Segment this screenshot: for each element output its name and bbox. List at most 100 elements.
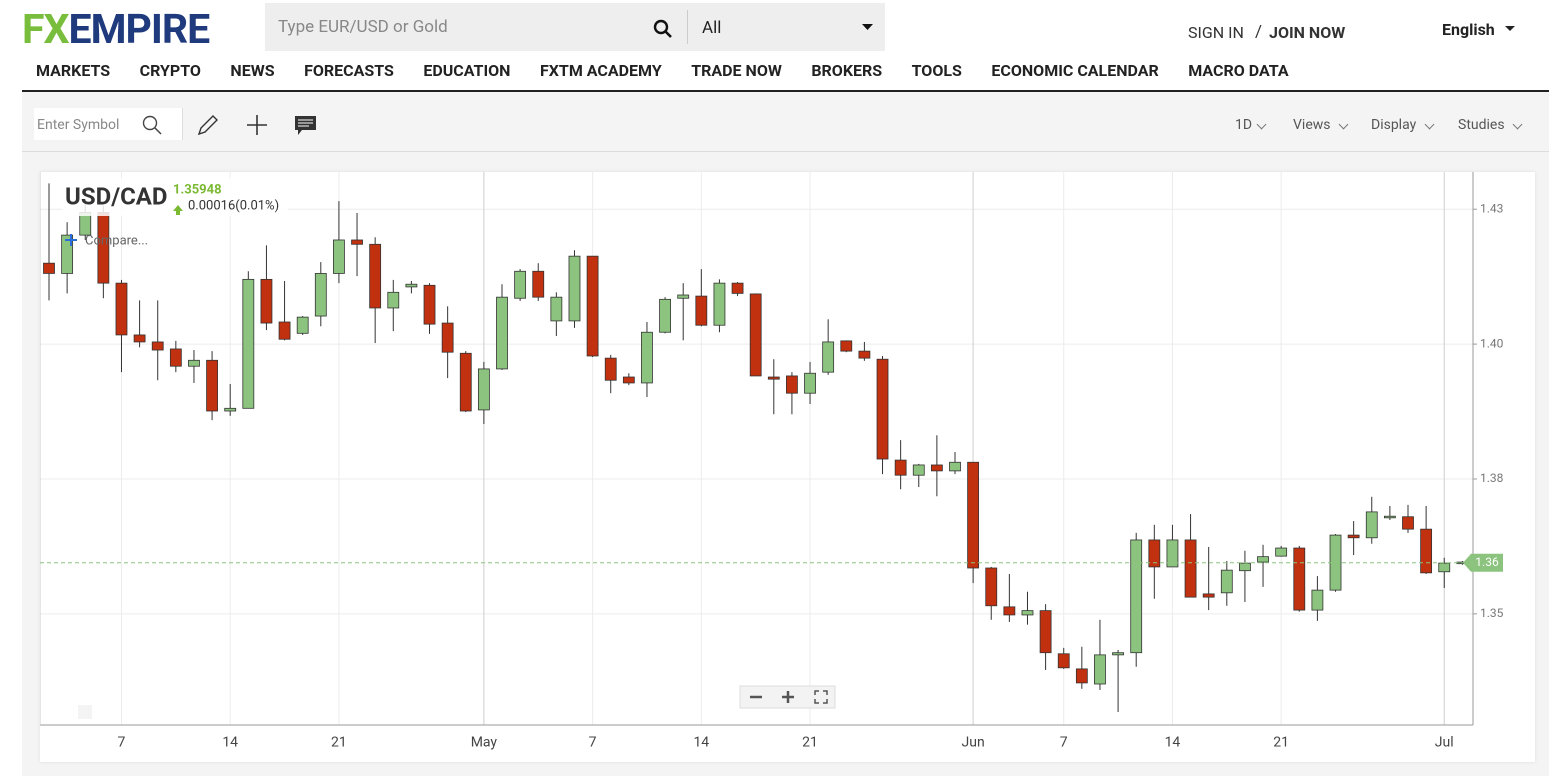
sign-in[interactable]: SIGN IN bbox=[1188, 23, 1244, 42]
y-tick-label: 1.43 bbox=[1480, 201, 1503, 215]
candle-body bbox=[1112, 652, 1124, 656]
divider bbox=[182, 108, 183, 140]
candle-body bbox=[278, 321, 291, 340]
logo-fx: FX bbox=[22, 6, 70, 54]
candle-body bbox=[188, 359, 200, 367]
nav-item[interactable]: FORECASTS bbox=[304, 61, 394, 80]
chart-title: USD/CAD bbox=[65, 182, 168, 210]
candle-body bbox=[477, 368, 490, 411]
candle-body bbox=[151, 341, 164, 351]
filter-select[interactable]: All bbox=[702, 18, 722, 38]
search-icon[interactable] bbox=[142, 115, 162, 135]
candle-body bbox=[659, 298, 671, 333]
nav-item[interactable]: NEWS bbox=[230, 61, 275, 80]
logo[interactable]: FXEMPIRE bbox=[22, 6, 211, 54]
candle-body bbox=[1347, 534, 1360, 539]
candle-body bbox=[1257, 556, 1269, 563]
y-tick-label: 1.38 bbox=[1480, 471, 1504, 485]
candle-body bbox=[1057, 653, 1070, 669]
candle-body bbox=[1130, 539, 1143, 654]
divider bbox=[687, 10, 688, 44]
compare-link[interactable]: Compare... bbox=[85, 233, 148, 248]
y-tick-label: 1.40 bbox=[1480, 336, 1504, 350]
nav-item[interactable]: FXTM ACADEMY bbox=[539, 61, 662, 80]
toolbar-menu[interactable]: Views bbox=[1293, 117, 1331, 133]
x-tick-label: 21 bbox=[802, 735, 818, 751]
join-now[interactable]: JOIN NOW bbox=[1269, 23, 1346, 42]
nav-item[interactable]: BROKERS bbox=[811, 61, 883, 80]
nav-item[interactable]: MARKETS bbox=[36, 61, 111, 80]
add-icon[interactable] bbox=[245, 113, 269, 137]
candle-body bbox=[1094, 654, 1106, 685]
candle-body bbox=[296, 316, 309, 334]
candle-body bbox=[1003, 606, 1016, 616]
nav-item[interactable]: MACRO DATA bbox=[1188, 61, 1289, 80]
price-tag bbox=[1463, 553, 1503, 572]
chart-card bbox=[40, 172, 1535, 762]
x-tick-label: 7 bbox=[118, 735, 126, 751]
candle-body bbox=[767, 376, 780, 380]
candle-body bbox=[985, 567, 998, 607]
fullscreen bbox=[814, 690, 828, 704]
candle-body bbox=[1220, 569, 1233, 594]
logo-empire: EMPIRE bbox=[68, 6, 211, 54]
toolbar-menu[interactable]: Studies bbox=[1458, 117, 1505, 133]
candle-body bbox=[713, 282, 726, 326]
candle-body bbox=[930, 464, 943, 472]
symbol-placeholder: Enter Symbol bbox=[37, 117, 120, 133]
candle-body bbox=[876, 358, 889, 460]
x-tick-label: 21 bbox=[331, 735, 347, 751]
candle-body bbox=[822, 341, 835, 373]
search-placeholder: Type EUR/USD or Gold bbox=[278, 17, 448, 37]
candle-body bbox=[1148, 539, 1161, 568]
candle-body bbox=[314, 273, 327, 317]
price-change: 0.00016(0.01%) bbox=[188, 198, 279, 213]
comment-icon[interactable] bbox=[294, 115, 318, 137]
candle-body bbox=[1293, 547, 1306, 611]
candle-body bbox=[405, 283, 418, 288]
candle-body bbox=[514, 270, 527, 299]
x-tick-label: 21 bbox=[1273, 735, 1289, 751]
nav-bar: MARKETS CRYPTO NEWS FORECASTS EDUCATION FXTM … bbox=[36, 61, 1289, 80]
candle-body bbox=[496, 296, 508, 370]
candle-body bbox=[949, 461, 961, 472]
nav-item[interactable]: TRADE NOW bbox=[691, 61, 782, 80]
candle-body bbox=[1365, 511, 1378, 539]
candle-body bbox=[1039, 610, 1052, 654]
nav-item[interactable]: CRYPTO bbox=[139, 61, 201, 80]
candle-body bbox=[224, 407, 237, 412]
candle-body bbox=[169, 348, 182, 367]
nav-item[interactable]: ECONOMIC CALENDAR bbox=[991, 61, 1159, 80]
candle-body bbox=[1239, 562, 1251, 572]
search-box[interactable]: Type EUR/USD or Gold All bbox=[265, 3, 885, 51]
candle-body bbox=[459, 352, 472, 412]
candle-body bbox=[912, 464, 925, 476]
candle-body bbox=[1075, 668, 1088, 684]
caret bbox=[862, 24, 873, 30]
x-tick-label: 7 bbox=[589, 735, 597, 751]
candle-body bbox=[333, 239, 345, 274]
symbol-input[interactable]: Enter Symbol bbox=[34, 108, 182, 140]
candle-body bbox=[351, 239, 363, 245]
nav-item[interactable]: EDUCATION bbox=[423, 61, 511, 80]
toolbar-menu[interactable]: 1D bbox=[1235, 117, 1253, 133]
nav-item[interactable]: TOOLS bbox=[911, 61, 962, 80]
candle-body bbox=[786, 375, 798, 394]
candle-body bbox=[1402, 516, 1414, 530]
search-icon[interactable] bbox=[653, 19, 673, 39]
candle-body bbox=[1420, 528, 1433, 574]
candle-body bbox=[1166, 539, 1179, 568]
language[interactable]: English bbox=[1442, 20, 1495, 39]
candle-body bbox=[387, 291, 400, 309]
x-tick-label: 14 bbox=[693, 735, 709, 751]
candle-body bbox=[115, 282, 128, 336]
candle-body bbox=[1202, 593, 1215, 598]
candle-body bbox=[260, 278, 273, 324]
toolbar-menu[interactable]: Display bbox=[1371, 117, 1417, 133]
draw-icon[interactable] bbox=[196, 113, 220, 137]
candle-body bbox=[369, 243, 382, 309]
zoom-controls[interactable] bbox=[739, 685, 836, 709]
candle-body bbox=[1438, 562, 1451, 573]
candle-body bbox=[423, 284, 436, 325]
